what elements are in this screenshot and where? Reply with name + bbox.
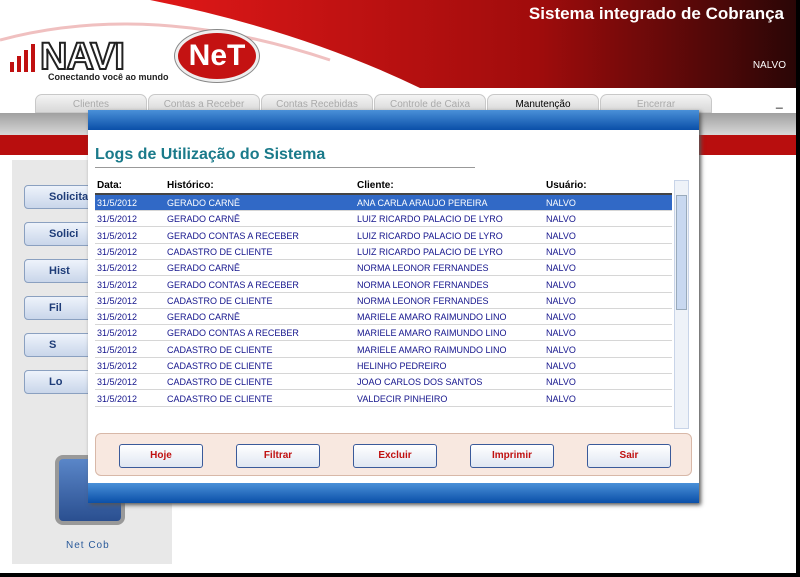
dialog-topbar xyxy=(88,110,699,130)
table-cell: CADASTRO DE CLIENTE xyxy=(167,344,273,355)
table-cell: MARIELE AMARO RAIMUNDO LINO xyxy=(357,312,507,323)
table-cell: NALVO xyxy=(546,230,576,241)
user-name: NALVO xyxy=(752,60,786,71)
table-cell: NORMA LEONOR FERNANDES xyxy=(357,279,489,290)
table-cell: NALVO xyxy=(546,328,576,339)
table-cell: NORMA LEONOR FERNANDES xyxy=(357,263,489,274)
scroll-thumb[interactable] xyxy=(676,195,687,310)
column-header: Usuário: xyxy=(546,180,587,191)
dialog-title: Logs de Utilização do Sistema xyxy=(95,146,326,163)
table-cell: 31/5/2012 xyxy=(97,279,138,290)
table-cell: GERADO CONTAS A RECEBER xyxy=(167,279,299,290)
column-header: Cliente: xyxy=(357,180,394,191)
table-cell: NALVO xyxy=(546,393,576,404)
table-cell: NALVO xyxy=(546,198,576,208)
logo-slogan: Conectando você ao mundo xyxy=(48,72,169,82)
table-cell: LUIZ RICARDO PALACIO DE LYRO xyxy=(357,230,503,241)
table-cell: 31/5/2012 xyxy=(97,328,138,339)
table-row[interactable]: 31/5/2012 GERADO CONTAS A RECEBER NORMA LE… xyxy=(95,277,672,293)
table-cell: CADASTRO DE CLIENTE xyxy=(167,246,273,257)
scrollbar[interactable] xyxy=(674,180,689,429)
table-cell: NALVO xyxy=(546,214,576,225)
table-cell: 31/5/2012 xyxy=(97,295,138,306)
table-cell: CADASTRO DE CLIENTE xyxy=(167,361,273,371)
table-cell: NALVO xyxy=(546,246,576,257)
table-cell: GERADO CARNÊ xyxy=(167,198,241,208)
table-row[interactable]: 31/5/2012 GERADO CARNÊ LUIZ RICARDO PALACI… xyxy=(95,211,672,228)
table-row[interactable]: 31/5/2012 CADASTRO DE CLIENTE MARIELE AMAR… xyxy=(95,342,672,358)
table-cell: LUIZ RICARDO PALACIO DE LYRO xyxy=(357,246,503,257)
table-cell: JOAO CARLOS DOS SANTOS xyxy=(357,377,483,388)
table-cell: 31/5/2012 xyxy=(97,344,138,355)
table-cell: NALVO xyxy=(546,279,576,290)
table-cell: ANA CARLA ARAUJO PEREIRA xyxy=(357,198,488,208)
table-cell: MARIELE AMARO RAIMUNDO LINO xyxy=(357,328,507,339)
table-cell: NALVO xyxy=(546,295,576,306)
table-cell: 31/5/2012 xyxy=(97,393,138,404)
table-row[interactable]: 31/5/2012 GERADO CARNÊ NORMA LEONOR FERNAN… xyxy=(95,260,672,277)
table-cell: GERADO CONTAS A RECEBER xyxy=(167,328,299,339)
dialog-button[interactable]: Filtrar xyxy=(236,444,320,468)
table-cell: NALVO xyxy=(546,263,576,274)
dialog-bottombar xyxy=(88,483,699,503)
table-cell: GERADO CARNÊ xyxy=(167,312,241,323)
app-title: Sistema integrado de Cobrança xyxy=(528,4,784,23)
table-cell: NALVO xyxy=(546,377,576,388)
table-cell: 31/5/2012 xyxy=(97,230,138,241)
header-art xyxy=(0,0,796,90)
table-cell: GERADO CARNÊ xyxy=(167,263,241,274)
table-row[interactable]: 31/5/2012 GERADO CONTAS A RECEBER LUIZ RIC… xyxy=(95,228,672,244)
table-cell: HELINHO PEDREIRO xyxy=(357,361,447,371)
table-cell: NALVO xyxy=(546,344,576,355)
header-rule xyxy=(95,193,672,195)
table-cell: 31/5/2012 xyxy=(97,246,138,257)
table-cell: 31/5/2012 xyxy=(97,214,138,225)
table-cell: NALVO xyxy=(546,312,576,323)
logo-left: NAVI xyxy=(39,35,126,79)
table-cell: GERADO CARNÊ xyxy=(167,214,241,225)
table-row[interactable]: 31/5/2012 GERADO CARNÊ MARIELE AMARO RAIMU… xyxy=(95,309,672,326)
sidebar-caption: Net Cob xyxy=(66,540,110,551)
table-row[interactable]: 31/5/2012 CADASTRO DE CLIENTE VALDECIR PIN… xyxy=(95,391,672,407)
dialog-button[interactable]: Hoje xyxy=(119,444,203,468)
table-cell: 31/5/2012 xyxy=(97,198,138,208)
table-cell: NALVO xyxy=(546,361,576,371)
table-cell: 31/5/2012 xyxy=(97,263,138,274)
column-header: Histórico: xyxy=(167,180,214,191)
table-row[interactable]: 31/5/2012 GERADO CARNÊ ANA CARLA ARAUJO PE… xyxy=(95,195,672,211)
table-cell: CADASTRO DE CLIENTE xyxy=(167,377,273,388)
table-cell: 31/5/2012 xyxy=(97,361,138,371)
title-rule xyxy=(95,167,475,168)
logo-right: NeT xyxy=(175,30,259,82)
table-cell: MARIELE AMARO RAIMUNDO LINO xyxy=(357,344,507,355)
dialog-button[interactable]: Sair xyxy=(587,444,671,468)
table-row[interactable]: 31/5/2012 CADASTRO DE CLIENTE HELINHO PEDR… xyxy=(95,358,672,374)
table-cell: CADASTRO DE CLIENTE xyxy=(167,295,273,306)
table-cell: CADASTRO DE CLIENTE xyxy=(167,393,273,404)
minimize[interactable]: _ xyxy=(776,95,783,109)
table-cell: 31/5/2012 xyxy=(97,312,138,323)
dialog-button[interactable]: Imprimir xyxy=(470,444,554,468)
table-row[interactable]: 31/5/2012 CADASTRO DE CLIENTE NORMA LEONOR… xyxy=(95,293,672,309)
table-cell: NORMA LEONOR FERNANDES xyxy=(357,295,489,306)
table-row[interactable]: 31/5/2012 CADASTRO DE CLIENTE LUIZ RICARDO… xyxy=(95,244,672,260)
table-row[interactable]: 31/5/2012 CADASTRO DE CLIENTE JOAO CARLOS … xyxy=(95,374,672,391)
dialog-button[interactable]: Excluir xyxy=(353,444,437,468)
table-cell: VALDECIR PINHEIRO xyxy=(357,393,448,404)
table-cell: LUIZ RICARDO PALACIO DE LYRO xyxy=(357,214,503,225)
column-header: Data: xyxy=(97,180,123,191)
table-cell: 31/5/2012 xyxy=(97,377,138,388)
table-cell: GERADO CONTAS A RECEBER xyxy=(167,230,299,241)
table-row[interactable]: 31/5/2012 GERADO CONTAS A RECEBER MARIELE … xyxy=(95,325,672,342)
